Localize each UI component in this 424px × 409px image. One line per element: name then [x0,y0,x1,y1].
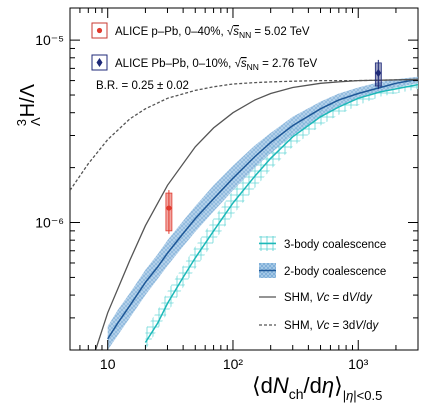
legend-3body-label: 3-body coalescence [284,239,386,251]
band-2body [107,76,418,350]
band-layer [107,76,418,350]
legend-top: ALICE p–Pb, 0–40%, √sNN = 5.02 TeV ALICE… [91,22,318,92]
legend-pbpb-label: ALICE Pb–Pb, 0–10%, √sNN = 2.76 TeV [115,57,318,72]
data-point-ppb [166,205,172,211]
legend-shm-solid-label: SHM, Vc = dV/dy [284,292,373,304]
x-tick-label: 10² [223,356,244,372]
line-layer [70,78,418,350]
series-line-shm-solid [94,78,418,350]
legend-shm-dashed-label: SHM, Vc = 3dV/dy [284,320,380,332]
legend-ppb-label: ALICE p–Pb, 0–40%, √sNN = 5.02 TeV [115,25,310,40]
x-axis-ticks [69,8,419,350]
legend-2body-label: 2-body coalescence [284,266,386,278]
data-point-pbpb [375,69,382,78]
y-axis-title: 3ΛH/Λ [14,83,43,126]
svg-text:⟨dNch/dη⟩|η|<0.5: ⟨dNch/dη⟩|η|<0.5 [252,373,382,403]
legend-bottom: 3-body coalescence 2-body coalescence SH… [259,236,386,332]
legend-marker-pbpb [96,58,103,67]
x-axis-title: ⟨dNch/dη⟩|η|<0.5 [252,373,382,403]
branching-ratio-annotation: B.R. = 0.25 ± 0.02 [96,80,189,92]
legend-marker-ppb [96,27,103,34]
band-3body [145,80,418,350]
y-axis-ticks [70,39,418,351]
y-tick-label: 10⁻⁶ [35,215,64,231]
series-line-2body [107,78,418,340]
svg-text:3ΛH/Λ: 3ΛH/Λ [14,83,43,126]
y-axis-tick-labels: 10⁻⁶ 10⁻⁵ [35,32,64,230]
x-tick-label: 10³ [348,356,369,372]
plot-frame [69,7,419,351]
point-layer [165,59,382,234]
y-tick-label: 10⁻⁵ [35,32,64,48]
series-line-shm-dashed [70,79,418,191]
series-line-3body [144,83,418,343]
x-tick-label: 10 [100,356,116,372]
x-axis-tick-labels: 10 10² 10³ [100,356,369,372]
